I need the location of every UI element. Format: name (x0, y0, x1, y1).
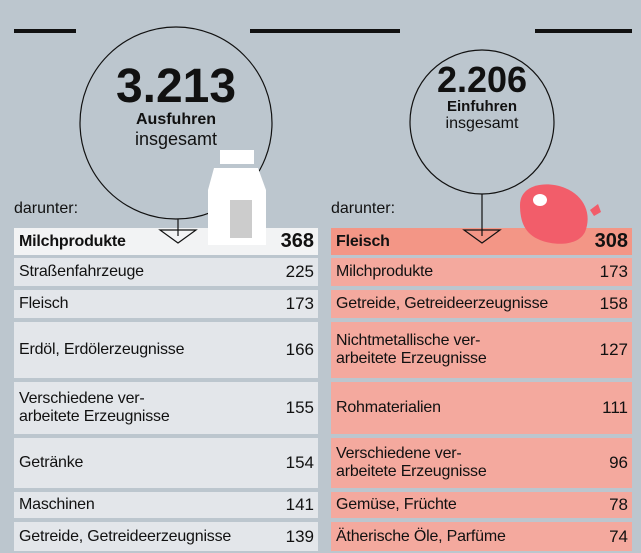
row-value: 173 (599, 262, 628, 281)
row-value: 111 (602, 398, 628, 417)
row-label: Ätherische Öle, Parfüme (336, 527, 506, 545)
row: Maschinen 141 (14, 492, 318, 518)
row: Getreide, Getreideerzeugnisse 158 (331, 290, 632, 318)
total: 3.213 (115, 60, 237, 113)
total-label: Einfuhren (447, 98, 517, 115)
row-value: 96 (609, 453, 628, 472)
row-value: 158 (599, 294, 628, 313)
row: Gemüse, Früchte 78 (331, 492, 632, 518)
row: Ätherische Öle, Parfüme 74 (331, 522, 632, 551)
row: Nichtmetallische ver- arbeitete Erzeugni… (331, 322, 632, 378)
row-value: 308 (594, 230, 628, 252)
row-label: Fleisch (336, 232, 390, 250)
intro: darunter: (14, 200, 79, 217)
row: Straßenfahrzeuge 225 (14, 258, 318, 286)
row-label: Milchprodukte (19, 232, 126, 250)
total-sublabel: insgesamt (134, 129, 218, 149)
row: Rohmaterialien 111 (331, 382, 632, 434)
row-value: 154 (285, 453, 314, 472)
row-label: Fleisch (19, 295, 69, 312)
row-value: 139 (285, 526, 314, 546)
row-value: 155 (285, 398, 314, 417)
row-value: 74 (609, 526, 628, 546)
row-label: Straßenfahrzeuge (19, 263, 144, 280)
header-row: Milchprodukte 368 (14, 228, 318, 255)
row-label: Getreide, Getreideerzeugnisse (19, 527, 232, 545)
row-value: 78 (609, 495, 628, 514)
row: Verschiedene ver- arbeitete Erzeugnisse 1… (14, 382, 318, 434)
row-label: Getränke (19, 454, 84, 471)
row: Verschiedene ver- arbeitete Erzeugnisse 9… (331, 438, 632, 488)
row-label: Getreide, Getreideerzeugnisse (336, 295, 549, 312)
intro: darunter: (331, 200, 396, 217)
header-row: Fleisch 308 (331, 228, 632, 255)
row-label: Milchprodukte (336, 263, 434, 280)
row-value: 141 (285, 495, 314, 514)
row-label: Erdöl, Erdölerzeugnisse (19, 341, 185, 358)
row-label: Gemüse, Früchte (336, 496, 457, 513)
row-label: Nichtmetallische ver- arbeitete Erzeugni… (336, 332, 487, 367)
total-label: Ausfuhren (136, 111, 216, 128)
row-label: Maschinen (19, 496, 95, 513)
row-value: 368 (280, 230, 314, 252)
row-label: Verschiedene ver- arbeitete Erzeugnisse (336, 445, 487, 480)
total: 2.206 (436, 59, 528, 100)
row: Milchprodukte 173 (331, 258, 632, 286)
row-value: 166 (285, 340, 314, 359)
row-value: 225 (285, 262, 314, 281)
row-value: 173 (285, 294, 314, 313)
row-label: Rohmaterialien (336, 399, 441, 416)
row: Erdöl, Erdölerzeugnisse 166 (14, 322, 318, 378)
row-value: 127 (599, 340, 628, 359)
row: Getränke 154 (14, 438, 318, 488)
total-sublabel: insgesamt (445, 115, 519, 132)
row-label: Verschiedene ver- arbeitete Erzeugnisse (19, 390, 170, 425)
row: Getreide, Getreideerzeugnisse 139 (14, 522, 318, 551)
row: Fleisch 173 (14, 290, 318, 318)
